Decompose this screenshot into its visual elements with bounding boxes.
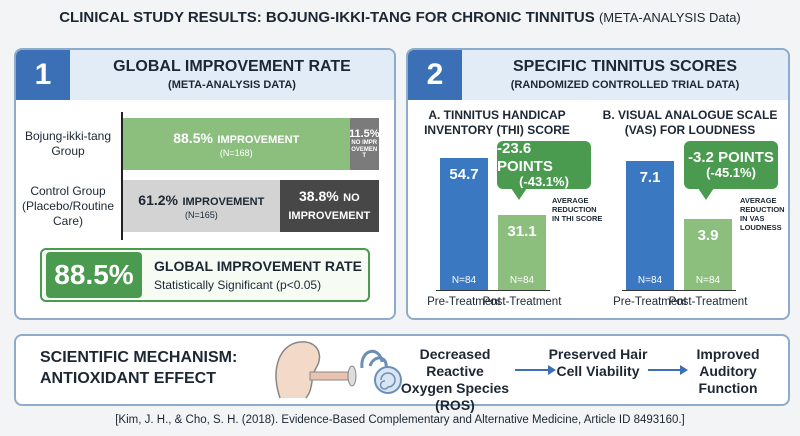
value-label: 11.5%: [349, 128, 379, 141]
bar: 31.1 N=84: [498, 214, 546, 290]
n-label: N=84: [695, 275, 721, 286]
callout: -23.6 POINTS (-43.1%): [497, 140, 591, 189]
series-label: NO IMPROVEMENT: [288, 192, 371, 222]
citation: [Kim, J. H., & Cho, S. H. (2018). Eviden…: [115, 414, 685, 426]
value-label: 54.7: [449, 165, 479, 183]
callout-percent: (-45.1%): [706, 165, 756, 181]
callout-note: AVERAGE REDUCTION IN THI SCORE: [552, 196, 603, 223]
bar-segment: 88.5% IMPROVEMENT (N=168): [123, 118, 350, 170]
arrow-head: [548, 365, 556, 375]
callout-change: -23.6 POINTS: [497, 140, 553, 175]
axis-line: [121, 112, 123, 240]
arrow-head: [680, 365, 688, 375]
series-label: NO IMPROVEMENT: [351, 140, 378, 160]
chart-title: A. TINNITUS HANDICAP INVENTORY (THI) SCO…: [424, 108, 570, 137]
chart-title: B. VISUAL ANALOGUE SCALE (VAS) FOR LOUDN…: [602, 108, 778, 137]
callout-pointer: [511, 188, 527, 200]
bar: 54.7 N=84: [440, 157, 488, 290]
panel-subtitle: (META-ANALYSIS DATA): [168, 79, 296, 91]
panel-subtitle: (RANDOMIZED CONTROLLED TRIAL DATA): [510, 79, 740, 91]
value-label: 61.2%: [138, 192, 178, 209]
segment-label: 88.5% IMPROVEMENT: [173, 130, 299, 148]
x-tick-label: Pre-Treatment: [613, 296, 687, 308]
value-label: 7.1: [639, 169, 661, 187]
semicircular-canals: [360, 350, 388, 369]
callout-percent: (-43.1%): [519, 173, 569, 189]
callout-pointer: [698, 188, 714, 200]
baseline: [436, 290, 550, 291]
mechanism-step: Improved Auditory Function: [696, 346, 760, 396]
n-label: N=84: [509, 274, 535, 286]
x-tick-label: Post-Treatment: [482, 296, 562, 308]
x-tick-label: Post-Treatment: [668, 296, 748, 308]
summary-value: 88.5%: [46, 252, 142, 298]
series-label: IMPROVEMENT: [217, 134, 300, 147]
ear-outline: [275, 341, 321, 399]
series-label: IMPROVEMENT: [182, 196, 265, 209]
callout-change: -3.2 POINTS: [688, 148, 774, 166]
value-label: 3.9: [697, 227, 719, 245]
panel-title: GLOBAL IMPROVEMENT RATE: [113, 58, 351, 75]
x-tick-label: Pre-Treatment: [427, 296, 501, 308]
callout-note: AVERAGE REDUCTION IN VAS LOUDNESS: [740, 196, 785, 232]
value-label: 88.5%: [173, 130, 213, 147]
ear-illustration: [275, 341, 402, 399]
value-label: 38.8%: [299, 188, 339, 205]
panel-header: [16, 50, 394, 100]
bar-segment: 61.2% IMPROVEMENT (N=165): [123, 180, 280, 232]
n-label: (N=168): [219, 147, 253, 158]
title-suffix: (META-ANALYSIS Data): [598, 10, 741, 25]
baseline: [622, 290, 736, 291]
mechanism-step: Decreased Reactive Oxygen Species (ROS): [400, 346, 510, 413]
callout: -3.2 POINTS (-45.1%): [684, 141, 778, 189]
summary-title: GLOBAL IMPROVEMENT RATE: [154, 258, 362, 274]
cochlea-spiral: [379, 372, 396, 390]
n-label: N=84: [637, 275, 663, 286]
segment-label: 61.2% IMPROVEMENT: [138, 192, 264, 210]
value-label: 31.1: [507, 222, 537, 240]
category-label: Bojung-ikki-tang Group: [24, 129, 112, 158]
ear-drum: [347, 365, 357, 387]
bar: 7.1 N=84: [626, 161, 674, 290]
category-label: Control Group (Placebo/Routine Care): [21, 183, 115, 228]
panel-number: 1: [16, 50, 70, 100]
mechanism-step: Preserved Hair Cell Viability: [548, 346, 648, 379]
panel-header: [408, 50, 788, 100]
title-row: CLINICAL STUDY RESULTS: BOJUNG-IKKI-TANG…: [0, 9, 800, 26]
bar-segment: 38.8% NO IMPROVEMENT: [279, 180, 379, 232]
mechanism-title: SCIENTIFIC MECHANISM: ANTIOXIDANT EFFECT: [40, 349, 238, 387]
title: CLINICAL STUDY RESULTS: BOJUNG-IKKI-TANG…: [59, 9, 595, 26]
bar: 3.9 N=84: [684, 219, 732, 290]
n-label: (N=165): [184, 209, 218, 220]
summary-note: Statistically Significant (p<0.05): [154, 278, 322, 292]
panel-title: SPECIFIC TINNITUS SCORES: [512, 58, 738, 75]
panel-number: 2: [408, 50, 462, 100]
bar-segment: 11.5% NO IMPROVEMENT: [349, 118, 379, 170]
n-label: N=84: [451, 274, 477, 286]
segment-label: 11.5% NO IMPROVEMENT: [350, 128, 379, 160]
segment-label: 38.8% NO IMPROVEMENT: [280, 188, 379, 223]
